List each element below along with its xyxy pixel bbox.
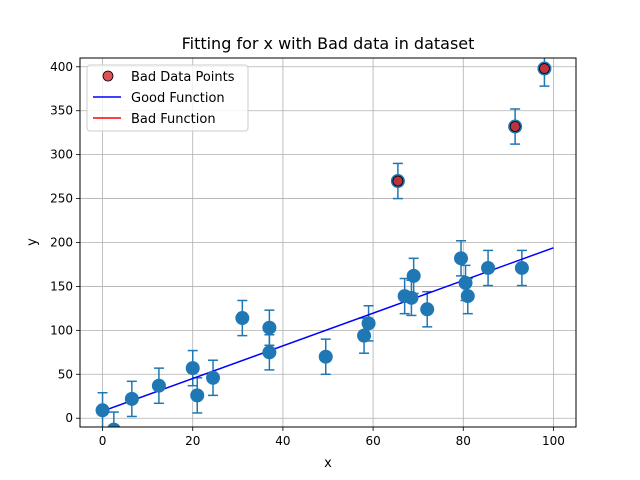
- data-point: [454, 251, 469, 266]
- good-function-line: [102, 247, 554, 412]
- data-point: [458, 275, 473, 290]
- x-tick-label: 20: [185, 434, 200, 448]
- y-tick-label: 100: [50, 323, 73, 337]
- y-tick-label: 350: [50, 104, 73, 118]
- bad-data-point: [509, 121, 521, 132]
- legend-bad-points-label: Bad Data Points: [131, 70, 235, 85]
- data-point: [190, 388, 205, 403]
- x-axis-label: x: [324, 456, 332, 471]
- data-point: [460, 289, 475, 304]
- data-point: [514, 260, 529, 275]
- legend-good-function-label: Good Function: [131, 91, 225, 106]
- y-tick-label: 300: [50, 148, 73, 162]
- data-point: [361, 316, 376, 331]
- grid-lines: [80, 58, 576, 427]
- data-point: [318, 349, 333, 364]
- chart-title: Fitting for x with Bad data in dataset: [182, 34, 475, 53]
- y-axis-ticks: 0 50 100 150 200 250 300 350 400: [50, 60, 80, 425]
- data-point: [406, 268, 421, 283]
- legend: Bad Data Points Good Function Bad Functi…: [86, 64, 249, 132]
- y-tick-label: 150: [50, 279, 73, 293]
- x-axis-ticks: 0 20 40 60 80 100: [99, 427, 565, 448]
- data-point: [481, 260, 496, 275]
- y-axis-label: y: [25, 238, 40, 246]
- plot-area: [95, 58, 554, 427]
- series-layer: [95, 58, 554, 427]
- x-tick-label: 80: [456, 434, 471, 448]
- x-tick-label: 60: [365, 434, 380, 448]
- legend-bad-function-label: Bad Function: [131, 112, 216, 127]
- data-point: [404, 290, 419, 305]
- data-point: [262, 345, 277, 360]
- data-point: [107, 422, 121, 427]
- data-point: [95, 403, 110, 418]
- data-point: [151, 378, 166, 393]
- legend-bad-points-marker: [102, 70, 114, 82]
- data-point: [206, 370, 221, 385]
- y-tick-label: 400: [50, 60, 73, 74]
- data-point: [357, 328, 372, 343]
- y-tick-label: 0: [65, 411, 73, 425]
- x-tick-label: 40: [275, 434, 290, 448]
- y-tick-label: 250: [50, 192, 73, 206]
- x-tick-label: 100: [542, 434, 565, 448]
- legend-box: [86, 64, 249, 132]
- bad-data-point: [392, 175, 404, 187]
- data-point: [420, 302, 435, 317]
- x-tick-label: 0: [99, 434, 107, 448]
- data-point: [124, 391, 139, 406]
- y-tick-label: 50: [58, 367, 73, 381]
- y-tick-label: 200: [50, 236, 73, 250]
- data-point: [262, 320, 277, 335]
- data-point: [235, 311, 250, 326]
- bad-data-point: [539, 63, 550, 74]
- data-point: [185, 361, 200, 376]
